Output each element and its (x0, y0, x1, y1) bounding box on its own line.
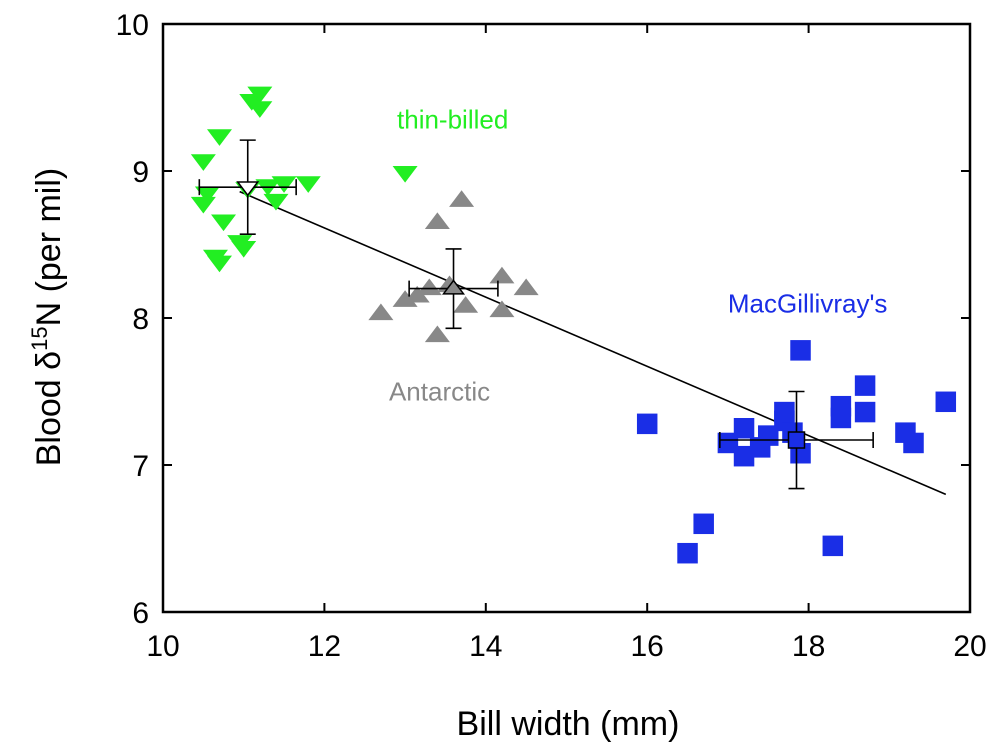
data-point (774, 401, 795, 423)
data-point (368, 303, 394, 321)
mean-marker (787, 431, 806, 449)
data-point (190, 154, 216, 171)
data-point (247, 101, 273, 118)
mean-marker (236, 181, 260, 197)
points-layer (190, 86, 957, 564)
data-point (392, 165, 418, 183)
y-tick-label: 8 (132, 303, 149, 336)
data-point (424, 325, 450, 343)
series-label: Antarctic (389, 377, 490, 407)
x-tick-label: 12 (308, 630, 341, 663)
data-point (416, 278, 442, 296)
y-tick-label: 7 (132, 450, 149, 483)
data-point (935, 391, 957, 413)
data-point (263, 193, 289, 211)
regression-line (239, 190, 947, 496)
x-tick-label: 20 (953, 630, 986, 663)
data-point (513, 278, 539, 296)
data-point (830, 395, 852, 417)
x-axis-label: Bill width (mm) (457, 705, 680, 743)
data-point (295, 176, 321, 193)
data-point (449, 190, 475, 207)
data-point (453, 296, 479, 313)
series-label: thin-billed (397, 105, 508, 135)
y-axis-label-sup: 15 (27, 326, 52, 350)
mean-marker (442, 279, 466, 295)
data-point (271, 176, 297, 193)
data-point (247, 86, 273, 104)
data-point (790, 340, 811, 361)
data-point (854, 401, 876, 423)
data-point (717, 432, 739, 454)
data-point (733, 418, 755, 439)
data-point (677, 542, 698, 564)
data-point (190, 196, 216, 214)
annot-layer: thin-billed Antarctic MacGillivray's (389, 105, 887, 407)
data-point (206, 255, 232, 273)
regression-layer (239, 190, 947, 496)
data-point (854, 375, 876, 396)
x-tick-label: 16 (631, 630, 664, 663)
x-tick-label: 14 (469, 630, 502, 663)
ticks-layer: 10 12 14 16 18 20 6 7 8 9 10 (116, 9, 987, 663)
series-label: MacGillivray's (728, 288, 888, 318)
y-axis-label-rest: N (per mil) (30, 168, 68, 327)
x-tick-label: 10 (146, 630, 179, 663)
y-tick-label: 10 (116, 9, 149, 42)
data-point (693, 513, 714, 535)
data-point (903, 432, 924, 454)
y-tick-label: 9 (132, 156, 149, 189)
x-tick-label: 18 (792, 630, 825, 663)
data-point (636, 413, 658, 435)
y-axis-label-main: Blood δ (30, 351, 68, 466)
y-tick-label: 6 (132, 597, 149, 630)
data-point (489, 266, 515, 284)
data-point (489, 300, 515, 318)
data-point (206, 129, 232, 146)
data-point (231, 240, 257, 258)
data-point (822, 535, 844, 557)
data-point (424, 212, 450, 229)
data-point (211, 214, 237, 232)
means-layer (198, 139, 874, 490)
y-axis-label: Blood δ15N (per mil) (27, 168, 68, 467)
